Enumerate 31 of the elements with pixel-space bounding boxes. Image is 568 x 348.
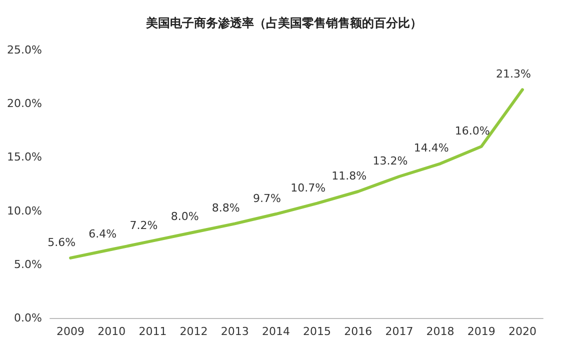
x-tick-label: 2010 (98, 325, 126, 338)
x-tick-label: 2020 (508, 325, 536, 338)
x-tick-label: 2019 (467, 325, 496, 338)
y-tick-label: 25.0% (7, 44, 42, 56)
data-label: 7.2% (130, 218, 158, 232)
x-tick-label: 2011 (138, 325, 167, 338)
y-tick-label: 0.0% (14, 312, 42, 324)
data-label: 14.4% (414, 142, 449, 155)
x-tick-label: 2012 (180, 325, 208, 338)
chart-title: 美国电子商务渗透率（占美国零售销售额的百分比） (145, 16, 422, 30)
data-label: 10.7% (290, 181, 326, 194)
data-label: 5.6% (48, 236, 76, 249)
y-tick-label: 10.0% (7, 204, 42, 218)
x-tick-label: 2009 (56, 325, 85, 338)
x-tick-label: 2016 (344, 325, 372, 338)
x-tick-label: 2013 (220, 325, 249, 338)
data-label: 6.4% (88, 227, 117, 240)
x-tick-label: 2018 (426, 325, 454, 338)
y-tick-label: 15.0% (7, 150, 42, 164)
data-label: 9.7% (252, 192, 281, 206)
data-label: 13.2% (372, 154, 408, 168)
data-label: 21.3% (496, 68, 531, 81)
x-tick-label: 2017 (385, 325, 414, 338)
y-tick-label: 20.0% (7, 97, 42, 110)
data-label: 8.0% (170, 210, 199, 224)
y-tick-label: 5.0% (14, 258, 42, 271)
x-tick-label: 2014 (262, 325, 290, 338)
data-label: 16.0% (454, 124, 490, 138)
data-label: 8.8% (212, 202, 240, 215)
data-label: 11.8% (332, 170, 367, 183)
x-tick-label: 2015 (303, 325, 332, 338)
